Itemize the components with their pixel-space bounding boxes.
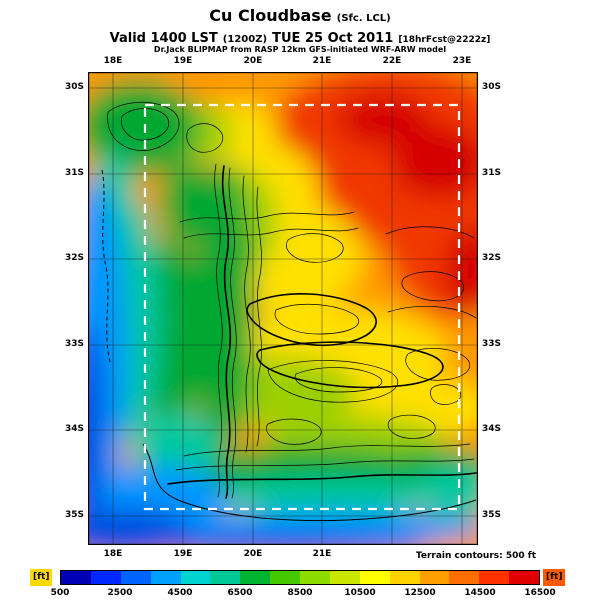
colorbar-segment	[389, 571, 420, 584]
valid-zulu: (1200Z)	[222, 34, 268, 45]
colorbar-unit-left: [ft]	[30, 569, 53, 586]
inner-domain-box	[143, 103, 461, 511]
forecast-tag: [18hrFcst@2222z]	[398, 35, 491, 45]
colorbar-segment	[61, 571, 91, 584]
x-axis-label-bottom: 19E	[173, 549, 193, 559]
y-axis-label-right: 32S	[482, 253, 502, 263]
y-axis-label-left: 30S	[64, 82, 84, 92]
x-axis-label-bottom: 20E	[243, 549, 263, 559]
y-axis-label-left: 31S	[64, 168, 84, 178]
colorbar-tick-label: 10500	[344, 588, 376, 598]
colorbar-segment	[120, 571, 151, 584]
colorbar-tick-label: 16500	[524, 588, 556, 598]
colorbar-tick-label: 12500	[404, 588, 436, 598]
model-attribution: Dr.Jack BLIPMAP from RASP 12km GFS-initi…	[153, 45, 447, 54]
y-axis-label-right: 33S	[482, 339, 502, 349]
x-axis-label-top: 20E	[243, 56, 263, 66]
colorbar-segment	[359, 571, 390, 584]
colorbar-segment	[210, 571, 241, 584]
terrain-contour-note: Terrain contours: 500 ft	[415, 551, 536, 561]
cloudbase-map-canvas	[88, 72, 478, 545]
colorbar-tick-label: 8500	[287, 588, 313, 598]
colorbar-tick-label: 14500	[464, 588, 496, 598]
product-name: Cu Cloudbase	[209, 6, 332, 25]
colorbar-segment	[150, 571, 181, 584]
y-axis-label-right: 34S	[482, 424, 502, 434]
map-plot-area: 18E 19E 20E 21E 22E 23E 18E 19E 20E 21E 30S 31S 32S 3…	[65, 56, 501, 559]
x-axis-label-top: 19E	[173, 56, 193, 66]
y-axis-label-left: 34S	[64, 424, 84, 434]
terrain-contours	[107, 101, 477, 499]
x-axis-label-bottom: 18E	[103, 549, 123, 559]
map-frame	[88, 72, 478, 545]
x-axis-label-top: 18E	[103, 56, 123, 66]
y-axis-label-left: 35S	[64, 510, 84, 520]
colorbar-segment	[90, 571, 121, 584]
colorbar-segment	[449, 571, 480, 584]
y-axis-label-left: 32S	[64, 253, 84, 263]
x-axis-label-top: 22E	[382, 56, 402, 66]
y-axis-label-left: 33S	[64, 339, 84, 349]
colorbar-tick-label: 500	[50, 588, 70, 598]
coastline	[101, 169, 477, 522]
colorbar	[60, 570, 540, 585]
colorbar-tick-label: 4500	[167, 588, 193, 598]
colorbar-segment	[240, 571, 271, 584]
colorbar-segment	[419, 571, 450, 584]
colorbar-segment	[300, 571, 330, 584]
colorbar-tick-label: 6500	[227, 588, 253, 598]
latlon-grid	[88, 72, 478, 545]
chart-title-line: Cu Cloudbase (Sfc. LCL)	[0, 6, 600, 25]
colorbar-segment	[180, 571, 211, 584]
product-qualifier: (Sfc. LCL)	[336, 13, 391, 24]
colorbar-segment	[479, 571, 510, 584]
valid-time-line: Valid 1400 LST (1200Z) TUE 25 Oct 2011 […	[0, 27, 600, 46]
colorbar-tick-label: 2500	[107, 588, 133, 598]
x-axis-label-top: 23E	[452, 56, 472, 66]
y-axis-label-right: 31S	[482, 168, 502, 178]
y-axis-label-right: 35S	[482, 510, 502, 520]
colorbar-segment	[509, 571, 539, 584]
x-axis-label-top: 21E	[312, 56, 332, 66]
colorbar-unit-right: [ft]	[543, 569, 566, 586]
y-axis-label-right: 30S	[482, 82, 502, 92]
x-axis-label-bottom: 21E	[312, 549, 332, 559]
valid-prefix: Valid 1400 LST	[109, 31, 218, 46]
colorbar-segment	[270, 571, 300, 584]
colorbar-segment	[329, 571, 360, 584]
valid-date: TUE 25 Oct 2011	[272, 31, 394, 46]
cloudbase-color-field	[88, 72, 478, 545]
